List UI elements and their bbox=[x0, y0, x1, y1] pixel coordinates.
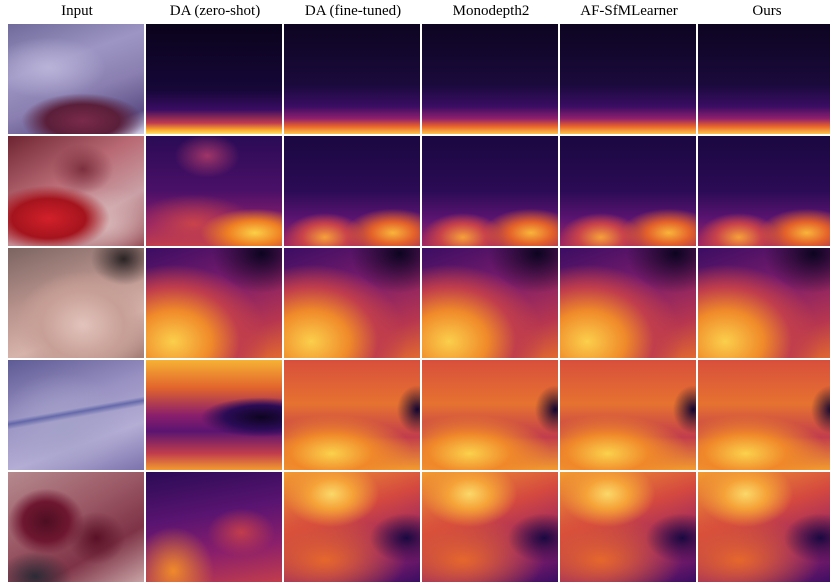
column-title-da-zero-shot: DA (zero-shot) bbox=[169, 3, 261, 19]
depth-map-da-fine-tuned-row-4 bbox=[284, 360, 420, 470]
depth-map-af-sfmlearner-row-1 bbox=[560, 24, 696, 134]
input-image-row-4 bbox=[8, 360, 144, 470]
column-title-da-fine-tuned: DA (fine-tuned) bbox=[304, 3, 402, 19]
depth-map-da-zero-shot-row-5 bbox=[146, 472, 282, 582]
depth-map-da-fine-tuned-row-2 bbox=[284, 136, 420, 246]
depth-map-monodepth2-row-3 bbox=[422, 248, 558, 358]
input-image-row-5 bbox=[8, 472, 144, 582]
depth-map-da-zero-shot-row-2 bbox=[146, 136, 282, 246]
depth-map-da-zero-shot-row-3 bbox=[146, 248, 282, 358]
column-title-af-sfmlearner: AF-SfMLearner bbox=[580, 3, 678, 19]
depth-map-af-sfmlearner-row-3 bbox=[560, 248, 696, 358]
depth-map-af-sfmlearner-row-5 bbox=[560, 472, 696, 582]
depth-map-af-sfmlearner-row-2 bbox=[560, 136, 696, 246]
depth-map-da-zero-shot-row-4 bbox=[146, 360, 282, 470]
depth-map-af-sfmlearner-row-4 bbox=[560, 360, 696, 470]
depth-map-monodepth2-row-1 bbox=[422, 24, 558, 134]
input-image-row-3 bbox=[8, 248, 144, 358]
depth-map-da-fine-tuned-row-3 bbox=[284, 248, 420, 358]
depth-map-ours-row-2 bbox=[698, 136, 830, 246]
input-image-row-2 bbox=[8, 136, 144, 246]
depth-map-monodepth2-row-4 bbox=[422, 360, 558, 470]
depth-map-da-zero-shot-row-1 bbox=[146, 24, 282, 134]
depth-map-ours-row-3 bbox=[698, 248, 830, 358]
depth-map-monodepth2-row-2 bbox=[422, 136, 558, 246]
depth-map-da-fine-tuned-row-5 bbox=[284, 472, 420, 582]
column-title-ours: Ours bbox=[752, 3, 782, 19]
depth-map-ours-row-5 bbox=[698, 472, 830, 582]
figure-header: Input DA (zero-shot) DA (fine-tuned) Mon… bbox=[0, 0, 830, 24]
input-image-row-1 bbox=[8, 24, 144, 134]
depth-map-ours-row-1 bbox=[698, 24, 830, 134]
depth-map-ours-row-4 bbox=[698, 360, 830, 470]
column-title-input: Input bbox=[61, 3, 93, 19]
depth-map-da-fine-tuned-row-1 bbox=[284, 24, 420, 134]
column-title-monodepth2: Monodepth2 bbox=[452, 3, 530, 19]
depth-map-monodepth2-row-5 bbox=[422, 472, 558, 582]
